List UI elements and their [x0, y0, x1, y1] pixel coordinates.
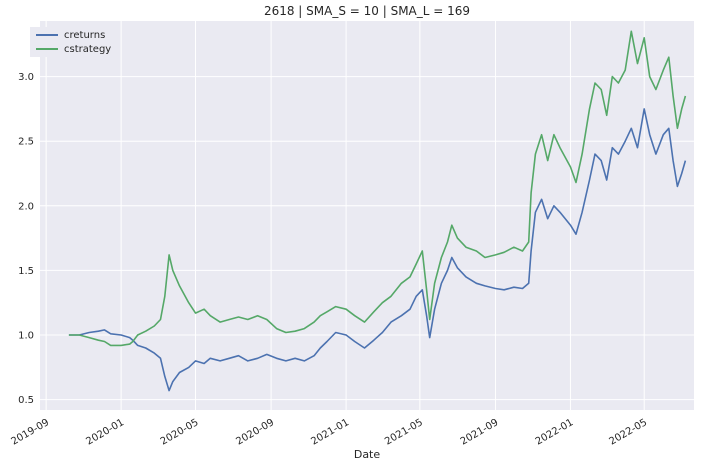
x-tick-label: 2020-09 [234, 417, 276, 447]
y-tick-label: 3.0 [18, 72, 34, 83]
x-axis-label: Date [354, 448, 381, 461]
y-tick-label: 1.5 [18, 266, 34, 277]
y-tick-label: 1.0 [18, 331, 34, 342]
y-tick-label: 0.5 [18, 395, 34, 406]
x-tick-label: 2019-09 [9, 417, 51, 447]
x-tick-label: 2020-05 [159, 417, 201, 447]
series-line-cstrategy [68, 30, 687, 347]
x-tick-label: 2021-01 [309, 417, 351, 447]
y-tick-label: 2.5 [18, 137, 34, 148]
series-line-creturns [68, 108, 687, 392]
x-tick-label: 2022-05 [608, 417, 650, 447]
legend-label-cstrategy: cstrategy [64, 44, 111, 55]
series-layer [68, 30, 687, 392]
legend-label-creturns: creturns [64, 30, 105, 41]
legend-box [30, 27, 112, 57]
grid [40, 21, 694, 410]
x-tick-label: 2022-01 [534, 417, 576, 447]
plot-area [40, 21, 694, 410]
legend: creturns cstrategy [30, 27, 112, 57]
x-tick-label: 2021-09 [459, 417, 501, 447]
x-tick-label: 2020-01 [84, 417, 126, 447]
x-tick-label: 2021-05 [383, 417, 425, 447]
y-tick-label: 2.0 [18, 201, 34, 212]
chart-title: 2618 | SMA_S = 10 | SMA_L = 169 [264, 4, 470, 18]
